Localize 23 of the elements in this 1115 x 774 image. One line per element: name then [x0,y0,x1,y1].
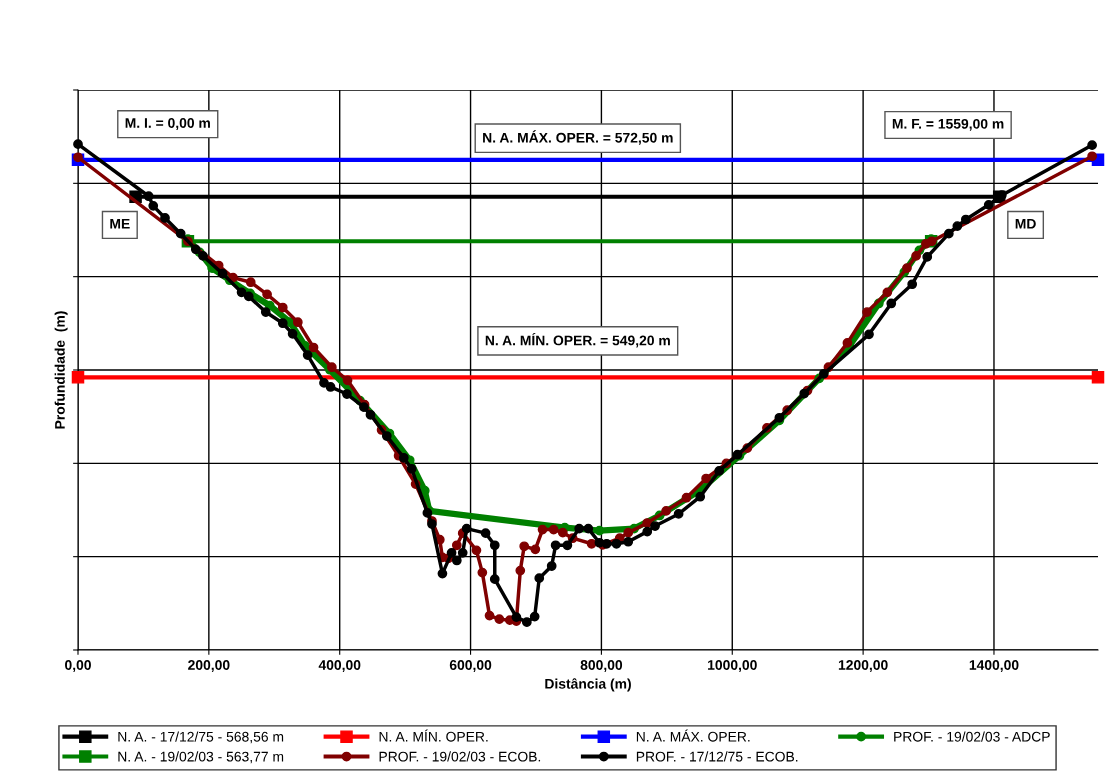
x-tick-label: 1400,00 [969,660,1019,672]
x-tick-label: 400,00 [318,660,361,672]
annotation: N. A. MÍN. OPER. = 549,20 m [485,332,670,348]
text: M. I. = 0,00 m [125,118,210,130]
text: M. F. = 1559,00 m [892,118,1004,131]
x-tick-label: 0,00 [65,660,91,672]
x-tick-label: 800,00 [580,660,623,672]
legend-label: N. A. MÍN. OPER. [379,729,488,742]
legend-label: PROF. - 19/02/03 - ECOB. [379,751,541,762]
annotation: MD [1015,219,1036,229]
annotation: N. A. MÁX. OPER. = 572,50 m [483,130,673,145]
annotation: ME [110,219,130,229]
legend-label: PROF. - 19/02/03 - ADCP [894,731,1050,742]
x-axis-title: Distância (m) [545,678,631,692]
x-tick-label: 1000,00 [708,660,757,672]
x-tick-label: 200,00 [188,660,230,672]
y-axis-title: Profundidade (m) [54,311,68,429]
legend-label: N. A. - 19/02/03 - 563,77 m [118,751,284,764]
x-tick-label: 600,00 [449,660,492,672]
legend-label: N. A. MÁX. OPER. [636,729,750,742]
legend-label: PROF. - 17/12/75 - ECOB. [636,751,798,762]
legend-label: N. A. - 17/12/75 - 568,56 m [118,731,284,744]
x-tick-label: 1200,00 [838,660,888,672]
